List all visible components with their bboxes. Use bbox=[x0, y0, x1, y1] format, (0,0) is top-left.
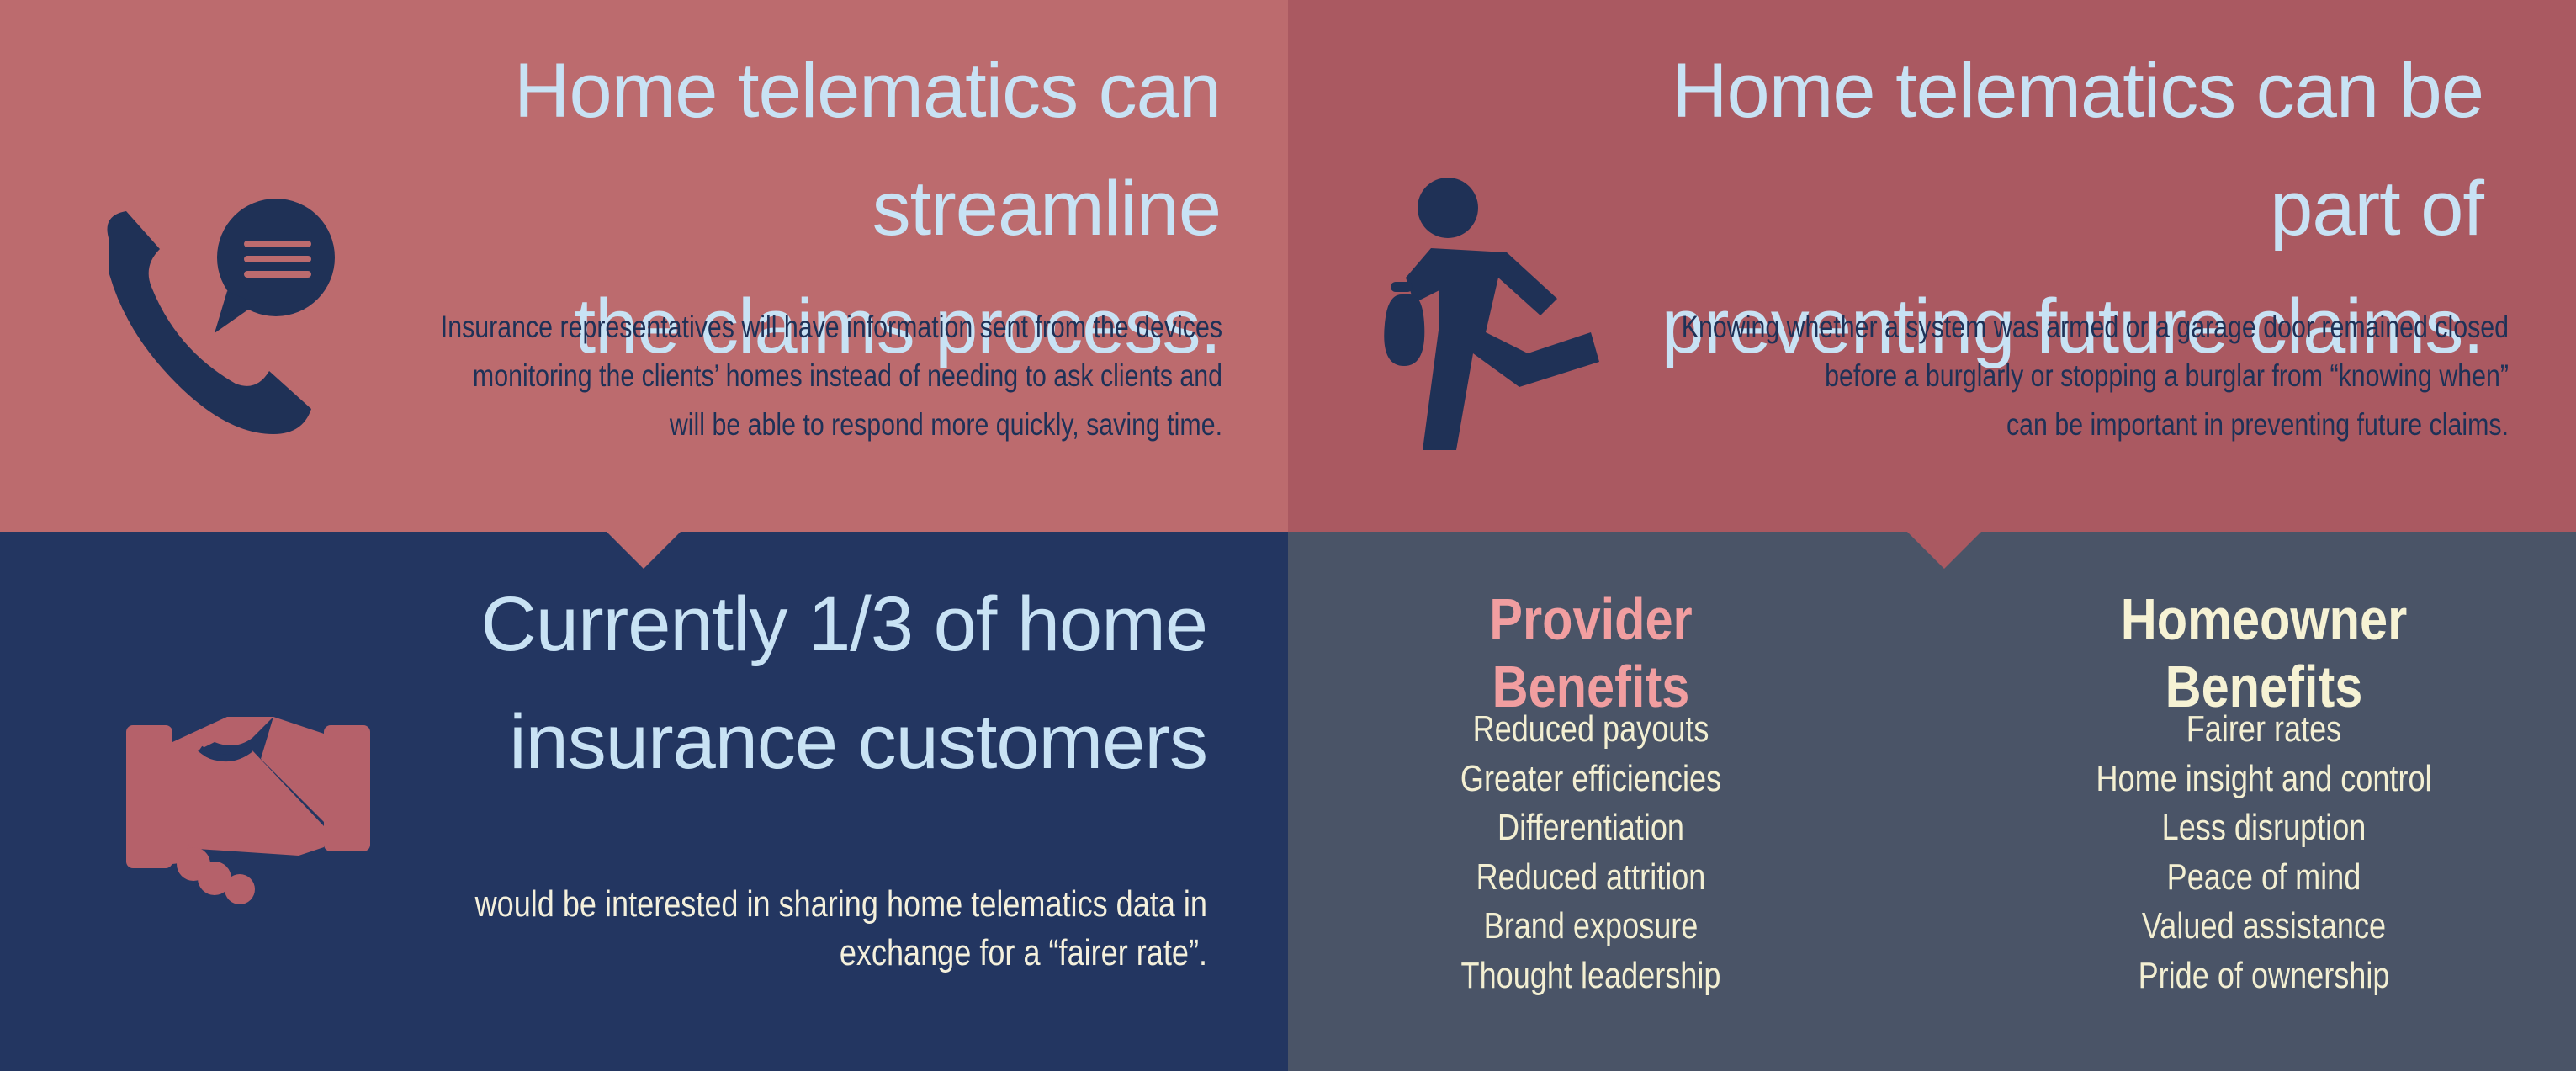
list-item: Greater efficiencies bbox=[1460, 757, 1722, 799]
prevent-description-line3: can be important in preventing future cl… bbox=[2006, 407, 2509, 442]
homeowner-benefits-title: Homeowner Benefits bbox=[2120, 586, 2408, 719]
list-item: Thought leadership bbox=[1460, 954, 1721, 996]
list-item: Reduced attrition bbox=[1476, 856, 1706, 898]
customers-description-line2: exchange for a “fairer rate”. bbox=[839, 932, 1207, 973]
benefits-panel: Provider Benefits Reduced payouts Greate… bbox=[1288, 532, 2576, 1071]
list-item: Reduced payouts bbox=[1472, 708, 1709, 750]
customers-heading-line2: insurance customers bbox=[509, 699, 1208, 785]
provider-benefits-title: Provider Benefits bbox=[1489, 586, 1693, 719]
list-item: Valued assistance bbox=[2141, 905, 2387, 946]
streamline-description-line2: monitoring the clients’ homes instead of… bbox=[472, 358, 1222, 393]
homeowner-benefits-list: Fairer rates Home insight and control Le… bbox=[2091, 705, 2436, 1000]
prevent-heading-line1: Home telematics can be part of bbox=[1672, 48, 2484, 252]
prevent-description-line1: Knowing whether a system was armed or a … bbox=[1681, 310, 2509, 344]
streamline-description-line3: will be able to respond more quickly, sa… bbox=[669, 407, 1222, 442]
handshake-icon bbox=[126, 717, 370, 904]
notch-left bbox=[607, 532, 681, 569]
customers-heading: Currently 1/3 of home insurance customer… bbox=[282, 565, 1208, 801]
list-item: Home insight and control bbox=[2096, 757, 2432, 799]
prevent-heading: Home telematics can be part of preventin… bbox=[1558, 32, 2484, 385]
prevent-heading-line2: preventing future claims. bbox=[1661, 284, 2484, 369]
streamline-heading-line1: Home telematics can streamline bbox=[514, 48, 1222, 252]
provider-benefits-list: Reduced payouts Greater efficiencies Dif… bbox=[1453, 705, 1729, 1000]
notch-right bbox=[1907, 532, 1981, 569]
list-item: Less disruption bbox=[2161, 807, 2367, 848]
customers-description: would be interested in sharing home tele… bbox=[448, 880, 1207, 978]
burglar-running-icon bbox=[1384, 178, 1599, 450]
prevent-panel: Home telematics can be part of preventin… bbox=[1288, 0, 2576, 532]
list-item: Fairer rates bbox=[2186, 708, 2342, 750]
customers-heading-line1: Currently 1/3 of home bbox=[480, 581, 1208, 667]
streamline-panel: Home telematics can streamline the claim… bbox=[0, 0, 1288, 532]
streamline-description-line1: Insurance representatives will have info… bbox=[440, 310, 1222, 344]
list-item: Peace of mind bbox=[2166, 856, 2361, 898]
list-item: Brand exposure bbox=[1483, 905, 1699, 946]
list-item: Differentiation bbox=[1497, 807, 1684, 848]
customers-description-line1: would be interested in sharing home tele… bbox=[474, 883, 1207, 925]
streamline-heading: Home telematics can streamline the claim… bbox=[295, 32, 1222, 385]
customers-panel: Currently 1/3 of home insurance customer… bbox=[0, 532, 1288, 1071]
prevent-description: Knowing whether a system was armed or a … bbox=[1653, 303, 2509, 449]
streamline-description: Insurance representatives will have info… bbox=[395, 303, 1222, 449]
prevent-description-line2: before a burglarly or stopping a burglar… bbox=[1825, 358, 2509, 393]
phone-chat-icon bbox=[107, 199, 335, 434]
streamline-heading-line2: the claims process. bbox=[574, 284, 1222, 369]
list-item: Pride of ownership bbox=[2138, 954, 2390, 996]
